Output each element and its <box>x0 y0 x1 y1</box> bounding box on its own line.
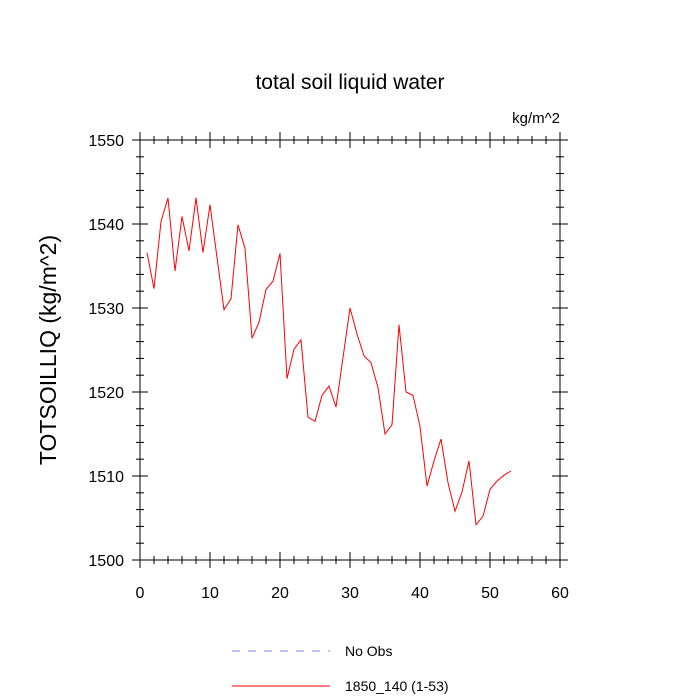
y-axis-label: TOTSOILLIQ (kg/m^2) <box>35 235 61 465</box>
x-tick-label: 10 <box>201 585 219 602</box>
legend: No Obs 1850_140 (1-53) <box>232 643 449 694</box>
axis-ticks <box>132 132 568 568</box>
x-tick-label: 40 <box>411 585 429 602</box>
x-tick-label: 30 <box>341 585 359 602</box>
x-tick-label: 60 <box>551 585 569 602</box>
plot-frame <box>139 139 561 561</box>
legend-label: 1850_140 (1-53) <box>345 678 449 694</box>
series-group <box>146 197 512 526</box>
y-tick-label: 1510 <box>88 469 124 486</box>
y-tick-label: 1500 <box>88 553 124 570</box>
legend-label: No Obs <box>345 643 392 659</box>
x-tick-label: 20 <box>271 585 289 602</box>
y-tick-label: 1540 <box>88 217 124 234</box>
y-tick-labels: 1500 1510 1520 1530 1540 1550 <box>88 133 124 570</box>
y-tick-label: 1550 <box>88 133 124 150</box>
x-tick-label: 0 <box>136 585 145 602</box>
x-tick-labels: 0 10 20 30 40 50 60 <box>136 585 569 602</box>
x-tick-label: 50 <box>481 585 499 602</box>
y-tick-label: 1520 <box>88 385 124 402</box>
series-line <box>146 197 512 526</box>
y-tick-label: 1530 <box>88 301 124 318</box>
chart-title: total soil liquid water <box>255 71 444 94</box>
units-label: kg/m^2 <box>512 110 560 127</box>
